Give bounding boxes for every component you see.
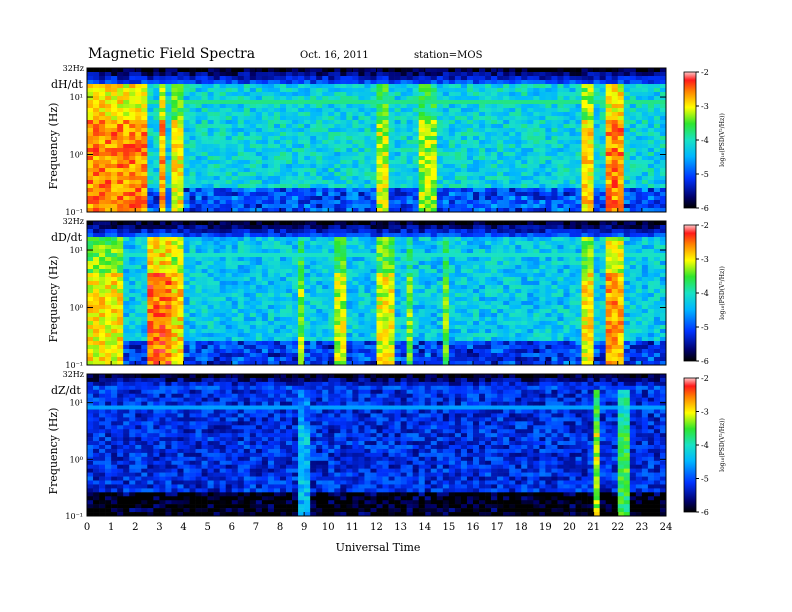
heatmap-cells [87, 68, 667, 213]
x-tick-label: 15 [443, 522, 456, 533]
x-tick-label: 21 [587, 522, 600, 533]
colorbar-tick-label: -5 [701, 475, 709, 484]
y-top-label: 32Hz [63, 370, 84, 379]
y-tick-label: 10¹ [70, 399, 83, 408]
colorbar-tick-label: -2 [701, 374, 709, 383]
y-tick-label: 10⁻¹ [65, 361, 83, 370]
x-tick-label: 8 [277, 522, 283, 533]
y-tick-label: 10¹ [70, 246, 83, 255]
x-tick-label: 5 [204, 522, 210, 533]
x-tick-label: 6 [229, 522, 235, 533]
x-tick-label: 1 [108, 522, 114, 533]
panel-label: dZ/dt [51, 384, 81, 397]
colorbar-label: log₁₀(PSD(V²/Hz)) [719, 266, 726, 320]
colorbar-label: log₁₀(PSD(V²/Hz)) [719, 113, 726, 167]
colorbar-tick-label: -4 [701, 289, 709, 298]
x-tick-label: 0 [84, 522, 90, 533]
y-axis-label: Frequency (Hz) [47, 103, 60, 190]
colorbar-gradient [683, 224, 697, 362]
y-tick-label: 10⁻¹ [65, 512, 83, 521]
colorbar-tick-label: -4 [701, 136, 709, 145]
x-tick-label: 10 [322, 522, 335, 533]
colorbar-tick-label: -3 [701, 408, 709, 417]
x-tick-label: 24 [660, 522, 673, 533]
panel-label: dH/dt [51, 78, 83, 91]
panel-label: dD/dt [51, 231, 83, 244]
x-tick-label: 11 [346, 522, 359, 533]
chart-title: Magnetic Field Spectra [88, 46, 255, 62]
colorbar-tick-label: -3 [701, 255, 709, 264]
colorbar-tick-label: -2 [701, 68, 709, 77]
x-tick-label: 12 [370, 522, 383, 533]
colorbar: -2 -3 -4 -5 -6 log₁₀(PSD(V²/Hz)) [683, 374, 726, 517]
x-tick-label: 3 [156, 522, 162, 533]
colorbar: -2 -3 -4 -5 -6 log₁₀(PSD(V²/Hz)) [683, 68, 726, 213]
x-tick-label: 2 [132, 522, 138, 533]
chart-date: Oct. 16, 2011 [300, 50, 369, 61]
y-top-label: 32Hz [63, 217, 84, 226]
heatmap-cells [87, 221, 667, 366]
colorbar-tick-label: -6 [701, 204, 709, 213]
y-tick-label: 10⁻¹ [65, 208, 83, 217]
x-tick-label: 23 [636, 522, 649, 533]
heatmap-cells [87, 374, 667, 517]
colorbar-tick-label: -6 [701, 357, 709, 366]
y-axis-label: Frequency (Hz) [47, 256, 60, 343]
x-axis-label: Universal Time [336, 541, 421, 554]
colorbar-tick-label: -2 [701, 221, 709, 230]
panel-dzdt: 0 1 2 3 4 5 6 7 8 9 10 11 12 13 14 15 16 17 18 19 20 21 22 23 24… [47, 370, 726, 533]
y-tick-label: 10¹ [70, 93, 83, 102]
x-tick-label: 14 [418, 522, 431, 533]
x-tick-label: 13 [394, 522, 407, 533]
colorbar-tick-label: -3 [701, 102, 709, 111]
colorbar-tick-label: -5 [701, 170, 709, 179]
x-tick-label: 17 [491, 522, 504, 533]
x-tick-label: 20 [563, 522, 576, 533]
y-tick-label: 10⁰ [70, 304, 83, 313]
y-tick-label: 10⁰ [70, 455, 83, 464]
x-tick-label: 19 [539, 522, 552, 533]
x-tick-label: 18 [515, 522, 528, 533]
x-tick-label: 4 [180, 522, 186, 533]
colorbar-gradient [683, 71, 697, 209]
x-tick-label: 7 [253, 522, 259, 533]
colorbar-tick-label: -4 [701, 441, 709, 450]
y-axis-label: Frequency (Hz) [47, 408, 60, 495]
x-tick-label: 9 [301, 522, 307, 533]
x-tick-label: 16 [467, 522, 480, 533]
colorbar-gradient [683, 377, 697, 513]
colorbar-tick-label: -5 [701, 323, 709, 332]
y-tick-label: 10⁰ [70, 151, 83, 160]
chart-station: station=MOS [414, 50, 483, 61]
y-top-label: 32Hz [63, 64, 84, 73]
colorbar: -2 -3 -4 -5 -6 log₁₀(PSD(V²/Hz)) [683, 221, 726, 366]
colorbar-tick-label: -6 [701, 508, 709, 517]
colorbar-label: log₁₀(PSD(V²/Hz)) [719, 418, 726, 472]
x-tick-label: 22 [611, 522, 624, 533]
